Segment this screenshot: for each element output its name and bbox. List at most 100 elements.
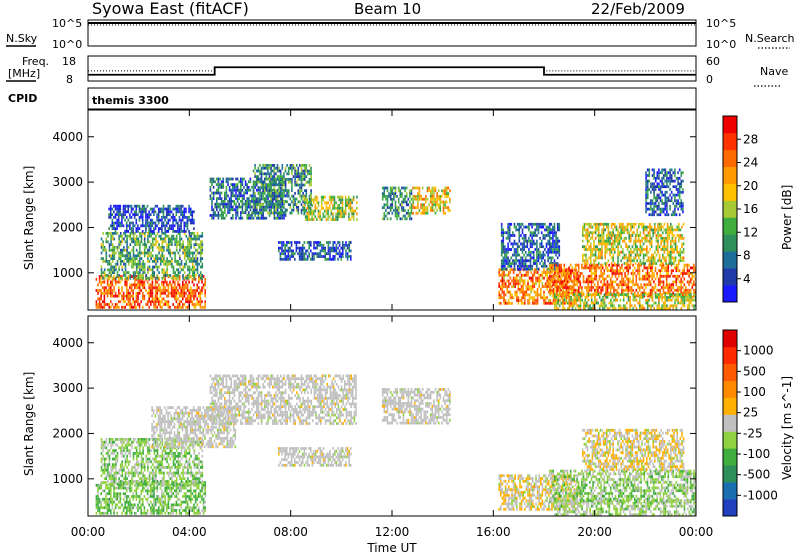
data-cell — [334, 257, 336, 261]
data-cell — [646, 272, 649, 275]
data-cell — [634, 262, 637, 265]
data-cell — [593, 262, 595, 265]
data-cell — [590, 222, 592, 226]
data-cell — [417, 195, 419, 198]
data-cell — [174, 271, 176, 274]
data-cell — [312, 218, 315, 221]
data-cell — [251, 200, 253, 203]
data-cell — [249, 194, 252, 198]
data-cell — [177, 271, 180, 274]
data-cell — [546, 276, 548, 280]
data-cell — [175, 234, 178, 238]
data-cell — [162, 289, 165, 292]
data-cell — [188, 268, 191, 272]
data-cell — [307, 203, 309, 206]
data-cell — [294, 200, 296, 204]
data-cell — [558, 228, 561, 232]
data-cell — [577, 280, 580, 284]
data-cell — [535, 290, 537, 294]
data-cell — [523, 245, 525, 249]
data-cell — [241, 205, 244, 209]
data-cell — [627, 266, 630, 270]
data-cell — [267, 197, 269, 200]
data-cell — [110, 237, 112, 241]
data-cell — [405, 186, 408, 190]
data-cell — [675, 288, 678, 292]
data-cell — [201, 248, 204, 252]
data-cell — [260, 216, 263, 220]
data-cell — [539, 242, 541, 246]
data-cell — [536, 222, 538, 226]
data-cell — [664, 286, 666, 289]
data-cell — [191, 268, 194, 272]
data-cell — [324, 246, 326, 250]
data-cell — [249, 180, 252, 184]
data-cell — [275, 183, 277, 187]
data-cell — [325, 206, 328, 210]
data-cell — [113, 277, 115, 281]
data-cell — [180, 210, 182, 214]
data-cell — [544, 259, 546, 263]
data-cell — [297, 192, 300, 195]
data-cell — [131, 240, 133, 244]
data-cell — [267, 164, 269, 167]
data-cell — [585, 245, 587, 249]
data-cell — [188, 300, 190, 304]
data-cell — [548, 245, 551, 249]
data-cell — [102, 305, 104, 309]
data-cell — [681, 274, 684, 278]
data-cell — [110, 265, 112, 269]
data-cell — [383, 203, 386, 207]
data-cell — [134, 277, 136, 281]
data-cell — [549, 291, 551, 295]
data-cell — [149, 224, 152, 228]
data-cell — [618, 236, 621, 240]
data-cell — [262, 164, 264, 167]
data-cell — [691, 274, 694, 278]
data-cell — [217, 202, 220, 206]
data-cell — [119, 243, 122, 246]
data-cell — [142, 283, 144, 287]
data-cell — [177, 289, 179, 292]
data-cell — [151, 221, 154, 225]
data-cell — [300, 252, 302, 256]
data-cell — [308, 209, 310, 213]
data-cell — [154, 286, 157, 290]
data-cell — [602, 225, 605, 229]
data-cell — [637, 263, 639, 267]
data-cell — [507, 234, 509, 237]
data-cell — [508, 228, 511, 232]
data-cell — [581, 263, 583, 267]
data-cell — [175, 210, 178, 214]
data-cell — [425, 209, 427, 212]
data-cell — [625, 228, 627, 232]
data-cell — [286, 172, 288, 176]
data-cell — [532, 285, 534, 288]
data-cell — [677, 263, 679, 267]
data-cell — [137, 300, 139, 304]
data-cell — [569, 263, 572, 267]
data-cell — [193, 271, 196, 274]
data-cell — [617, 286, 620, 289]
data-cell — [327, 243, 330, 247]
data-cell — [320, 206, 323, 210]
data-cell — [154, 210, 157, 214]
data-cell — [186, 224, 189, 228]
data-cell — [219, 177, 221, 181]
data-cell — [273, 211, 276, 215]
data-cell — [188, 230, 190, 233]
data-cell — [196, 300, 198, 304]
data-cell — [308, 255, 310, 258]
data-cell — [150, 283, 152, 287]
data-cell — [620, 225, 622, 229]
data-cell — [536, 239, 538, 243]
data-cell — [340, 252, 342, 256]
data-cell — [291, 186, 293, 190]
data-cell — [536, 293, 539, 297]
data-cell — [161, 216, 163, 219]
data-cell — [295, 203, 298, 206]
data-cell — [243, 177, 245, 181]
data-cell — [267, 191, 269, 195]
data-cell — [555, 253, 557, 257]
data-cell — [270, 164, 272, 167]
